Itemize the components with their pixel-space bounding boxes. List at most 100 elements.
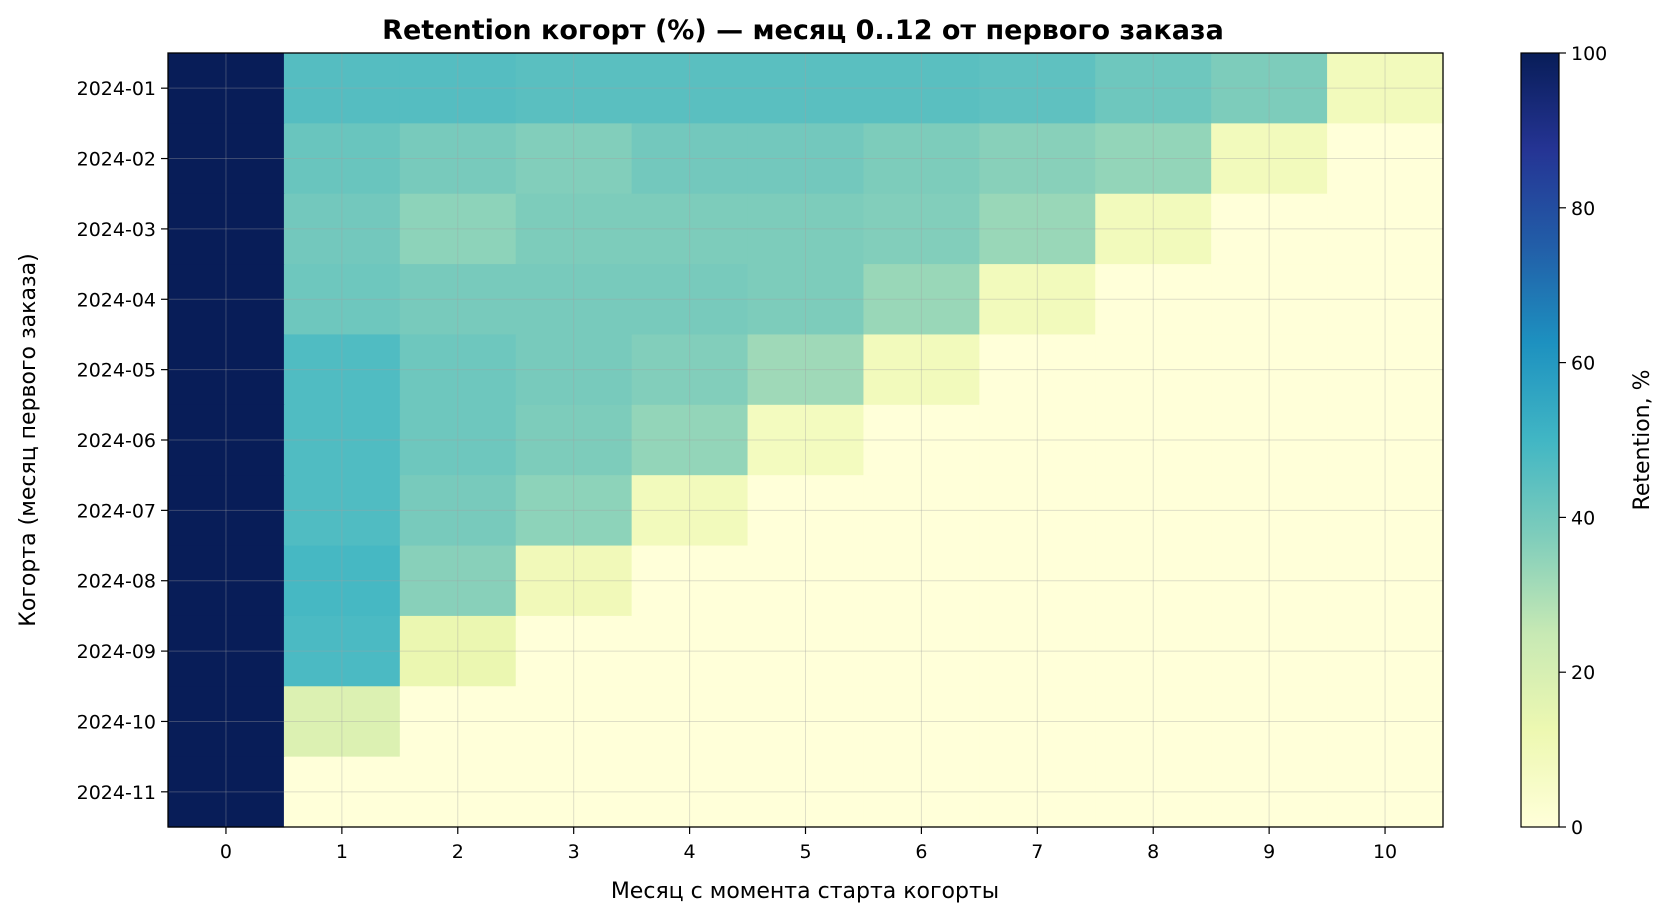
heatmap-cell (399, 264, 517, 336)
heatmap-cell (1095, 545, 1212, 617)
heatmap-cell (1211, 53, 1328, 124)
heatmap-cell (631, 53, 749, 124)
heatmap-cell (631, 615, 749, 687)
heatmap-cell (283, 686, 401, 758)
heatmap-cell (1327, 334, 1444, 406)
heatmap-cell (747, 404, 865, 476)
x-tick-label: 6 (915, 841, 927, 863)
heatmap-cell (1211, 123, 1328, 195)
y-tick-label: 2024-01 (77, 78, 156, 100)
heatmap-cell (747, 334, 865, 406)
x-axis-label: Месяц с момента старта когорты (611, 879, 999, 904)
heatmap-cell (515, 615, 633, 687)
grid-lines (168, 53, 1443, 827)
heatmap-cell (747, 193, 865, 265)
chart-title: Retention когорт (%) — месяц 0..12 от пе… (382, 15, 1224, 46)
heatmap-cell (283, 123, 401, 195)
heatmap-cell (515, 475, 633, 547)
heatmap-cell (863, 404, 980, 476)
heatmap-cell (1211, 475, 1328, 547)
heatmap-cell (283, 193, 401, 265)
heatmap-cell (399, 475, 517, 547)
heatmap-cell (1095, 193, 1212, 265)
y-tick-label: 2024-03 (77, 219, 156, 241)
heatmap-cell (515, 404, 633, 476)
heatmap-cell (747, 53, 865, 124)
heatmap-cell (515, 334, 633, 406)
heatmap-cell (168, 545, 285, 617)
heatmap-cell (631, 264, 749, 336)
heatmap-cell (399, 123, 517, 195)
y-axis: 2024-01 2024-02 2024-03 2024-04 2024-05 2024-… (77, 78, 168, 804)
heatmap-cell (399, 193, 517, 265)
heatmap-cell (283, 404, 401, 476)
heatmap-cell (631, 686, 749, 758)
heatmap-cell (979, 686, 1096, 758)
heatmap-cell (747, 123, 865, 195)
colorbar-tick-label: 0 (1571, 817, 1583, 839)
heatmap-cell (1327, 545, 1444, 617)
heatmap-cell (979, 123, 1096, 195)
heatmap-cell (1095, 615, 1212, 687)
heatmap-cell (399, 334, 517, 406)
heatmap-cell (863, 475, 980, 547)
heatmap-cell (1095, 53, 1212, 124)
colorbar-axis: 0 20 40 60 80 100 (1559, 43, 1607, 839)
heatmap-cell (515, 53, 633, 124)
x-tick-label: 1 (336, 841, 348, 863)
heatmap-cell (1327, 756, 1444, 828)
y-tick-label: 2024-07 (77, 500, 156, 522)
colorbar-label: Retention, % (1630, 370, 1655, 511)
x-tick-label: 7 (1031, 841, 1043, 863)
heatmap-cell (283, 756, 401, 828)
heatmap-cell (1095, 264, 1212, 336)
heatmap-cell (399, 53, 517, 124)
x-tick-label: 4 (684, 841, 696, 863)
heatmap-cell (168, 53, 285, 124)
x-tick-label: 2 (452, 841, 464, 863)
y-tick-label: 2024-02 (77, 149, 156, 171)
heatmap-cell (1095, 123, 1212, 195)
colorbar-tick-label: 80 (1571, 198, 1595, 220)
heatmap-cell (1327, 264, 1444, 336)
heatmap-cell (168, 756, 285, 828)
heatmap-cell (863, 193, 980, 265)
heatmap-cell (631, 193, 749, 265)
heatmap-cell (168, 334, 285, 406)
heatmap-cell (1095, 475, 1212, 547)
heatmap-cell (1327, 404, 1444, 476)
heatmap-cell (399, 615, 517, 687)
heatmap-cell (631, 756, 749, 828)
y-tick-label: 2024-06 (77, 430, 156, 452)
y-tick-label: 2024-05 (77, 360, 156, 382)
y-tick-label: 2024-09 (77, 641, 156, 663)
heatmap-cell (1211, 615, 1328, 687)
heatmap-cell (747, 686, 865, 758)
heatmap-cell (399, 686, 517, 758)
y-tick-label: 2024-11 (77, 782, 156, 804)
heatmap-cell (631, 475, 749, 547)
heatmap-cell (979, 264, 1096, 336)
heatmap-cell (1211, 545, 1328, 617)
heatmap-cell (1327, 615, 1444, 687)
heatmap-cell (168, 475, 285, 547)
x-tick-label: 8 (1147, 841, 1159, 863)
heatmap-cell (1211, 686, 1328, 758)
y-axis-label: Когорта (месяц первого заказа) (16, 253, 41, 626)
heatmap-cell (863, 334, 980, 406)
heatmap-cell (168, 404, 285, 476)
heatmap-cell (863, 123, 980, 195)
heatmap-cell (515, 545, 633, 617)
heatmap-cell (283, 545, 401, 617)
heatmap-cell (168, 264, 285, 336)
colorbar (1520, 52, 1560, 828)
heatmap-cell (1095, 334, 1212, 406)
heatmap-cell (747, 615, 865, 687)
heatmap-cell (979, 756, 1096, 828)
heatmap-cell (283, 615, 401, 687)
heatmap-cell (1327, 193, 1444, 265)
heatmap-cell (863, 53, 980, 124)
heatmap-cell (1095, 686, 1212, 758)
heatmap-cell (1211, 756, 1328, 828)
